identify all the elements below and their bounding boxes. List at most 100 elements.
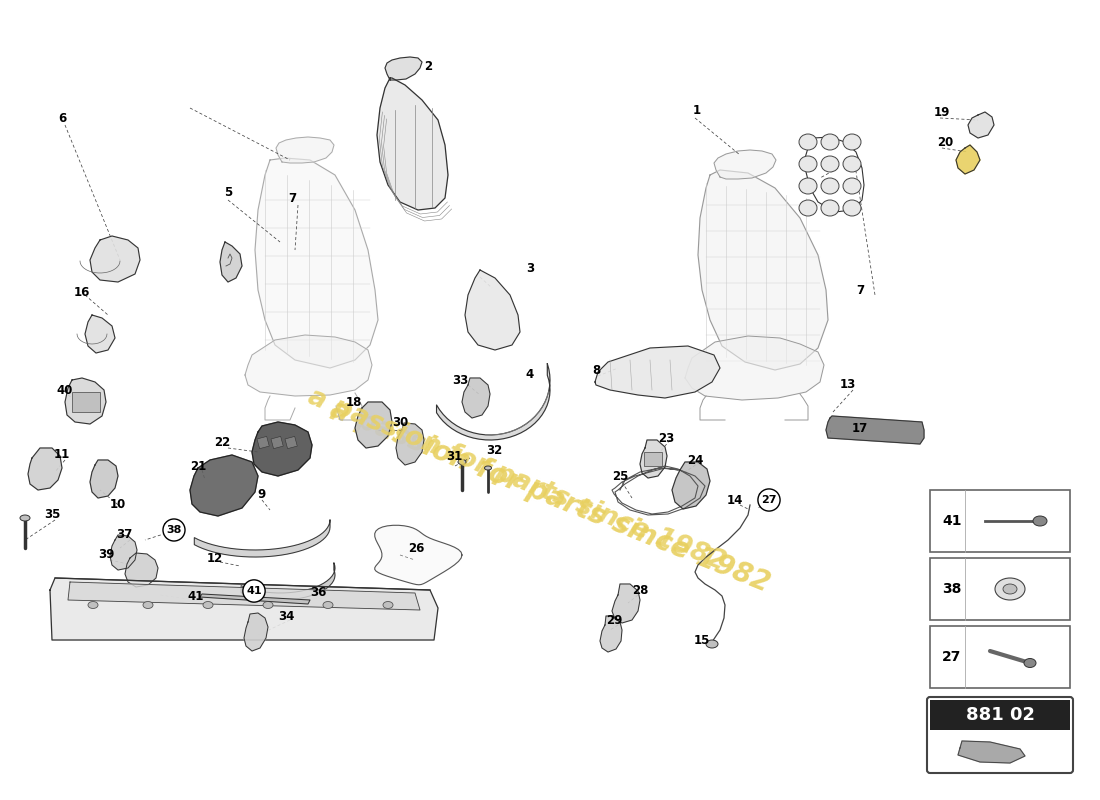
Text: 35: 35 xyxy=(44,509,60,522)
Text: 8: 8 xyxy=(592,363,601,377)
Text: 1: 1 xyxy=(693,103,701,117)
Text: 41: 41 xyxy=(188,590,205,602)
Text: 5: 5 xyxy=(224,186,232,198)
Text: 10: 10 xyxy=(110,498,126,511)
Ellipse shape xyxy=(821,156,839,172)
Polygon shape xyxy=(90,236,140,282)
Text: 30: 30 xyxy=(392,415,408,429)
Text: 26: 26 xyxy=(408,542,425,554)
FancyBboxPatch shape xyxy=(927,697,1072,773)
Text: 7: 7 xyxy=(288,191,296,205)
Polygon shape xyxy=(377,78,448,210)
Ellipse shape xyxy=(799,200,817,216)
Ellipse shape xyxy=(843,134,861,150)
Polygon shape xyxy=(245,335,372,396)
Text: 24: 24 xyxy=(686,454,703,466)
Text: 11: 11 xyxy=(54,449,70,462)
Polygon shape xyxy=(90,460,118,498)
Polygon shape xyxy=(85,315,116,353)
Polygon shape xyxy=(220,242,242,282)
Ellipse shape xyxy=(1024,658,1036,667)
Text: 38: 38 xyxy=(162,522,178,534)
Polygon shape xyxy=(241,563,336,600)
Ellipse shape xyxy=(88,602,98,609)
Text: 881 02: 881 02 xyxy=(966,706,1034,724)
Ellipse shape xyxy=(143,602,153,609)
Ellipse shape xyxy=(20,515,30,521)
Ellipse shape xyxy=(996,578,1025,600)
Polygon shape xyxy=(255,158,378,368)
Text: 23: 23 xyxy=(658,431,674,445)
Text: 27: 27 xyxy=(942,650,961,664)
Text: 29: 29 xyxy=(606,614,623,626)
Polygon shape xyxy=(385,57,422,80)
Text: 41: 41 xyxy=(942,514,961,528)
Text: 12: 12 xyxy=(207,551,223,565)
Polygon shape xyxy=(685,336,824,400)
Text: 16: 16 xyxy=(74,286,90,298)
Polygon shape xyxy=(28,448,62,490)
Polygon shape xyxy=(958,741,1025,763)
Polygon shape xyxy=(190,455,258,516)
Polygon shape xyxy=(110,535,138,570)
Text: 21: 21 xyxy=(190,459,206,473)
Polygon shape xyxy=(956,145,980,174)
Ellipse shape xyxy=(799,178,817,194)
Text: 3: 3 xyxy=(526,262,535,274)
Polygon shape xyxy=(595,346,720,398)
Polygon shape xyxy=(714,150,775,179)
Text: 41: 41 xyxy=(246,583,263,597)
Bar xyxy=(930,558,1070,620)
Polygon shape xyxy=(437,364,550,440)
Ellipse shape xyxy=(821,134,839,150)
Polygon shape xyxy=(252,422,312,476)
Bar xyxy=(930,490,1070,552)
Text: 31: 31 xyxy=(446,450,462,462)
Text: 6: 6 xyxy=(58,111,66,125)
Ellipse shape xyxy=(484,466,492,470)
Text: 4: 4 xyxy=(526,369,535,382)
Ellipse shape xyxy=(843,200,861,216)
Polygon shape xyxy=(462,378,490,418)
Text: 18: 18 xyxy=(345,395,362,409)
Text: 7: 7 xyxy=(856,283,865,297)
Text: 20: 20 xyxy=(937,135,953,149)
Polygon shape xyxy=(195,520,330,557)
Ellipse shape xyxy=(843,156,861,172)
Text: a passion for parts since 1982: a passion for parts since 1982 xyxy=(305,384,729,576)
Text: 25: 25 xyxy=(612,470,628,482)
Ellipse shape xyxy=(263,602,273,609)
Bar xyxy=(257,437,270,449)
Ellipse shape xyxy=(706,640,718,648)
Polygon shape xyxy=(612,584,640,623)
Text: 40: 40 xyxy=(57,383,74,397)
Text: 15: 15 xyxy=(694,634,711,646)
Polygon shape xyxy=(968,112,994,138)
Text: 39: 39 xyxy=(98,549,114,562)
Polygon shape xyxy=(698,170,828,370)
Text: 41: 41 xyxy=(246,586,262,596)
Polygon shape xyxy=(244,613,268,651)
Text: 27: 27 xyxy=(757,491,773,505)
Polygon shape xyxy=(465,270,520,350)
Polygon shape xyxy=(65,378,106,424)
Polygon shape xyxy=(826,416,924,444)
Ellipse shape xyxy=(1003,584,1018,594)
Ellipse shape xyxy=(821,178,839,194)
Ellipse shape xyxy=(323,602,333,609)
Polygon shape xyxy=(68,582,420,610)
Text: 9: 9 xyxy=(257,489,266,502)
Text: 28: 28 xyxy=(631,583,648,597)
Ellipse shape xyxy=(1033,516,1047,526)
Polygon shape xyxy=(600,616,621,652)
Bar xyxy=(930,626,1070,688)
Ellipse shape xyxy=(821,200,839,216)
Text: 32: 32 xyxy=(486,443,502,457)
Text: 36: 36 xyxy=(310,586,327,598)
Text: 37: 37 xyxy=(116,527,132,541)
Polygon shape xyxy=(50,578,438,640)
Text: 22: 22 xyxy=(213,435,230,449)
Polygon shape xyxy=(375,526,462,585)
Text: a passion for parts since 1982: a passion for parts since 1982 xyxy=(326,394,774,598)
Polygon shape xyxy=(276,137,334,163)
